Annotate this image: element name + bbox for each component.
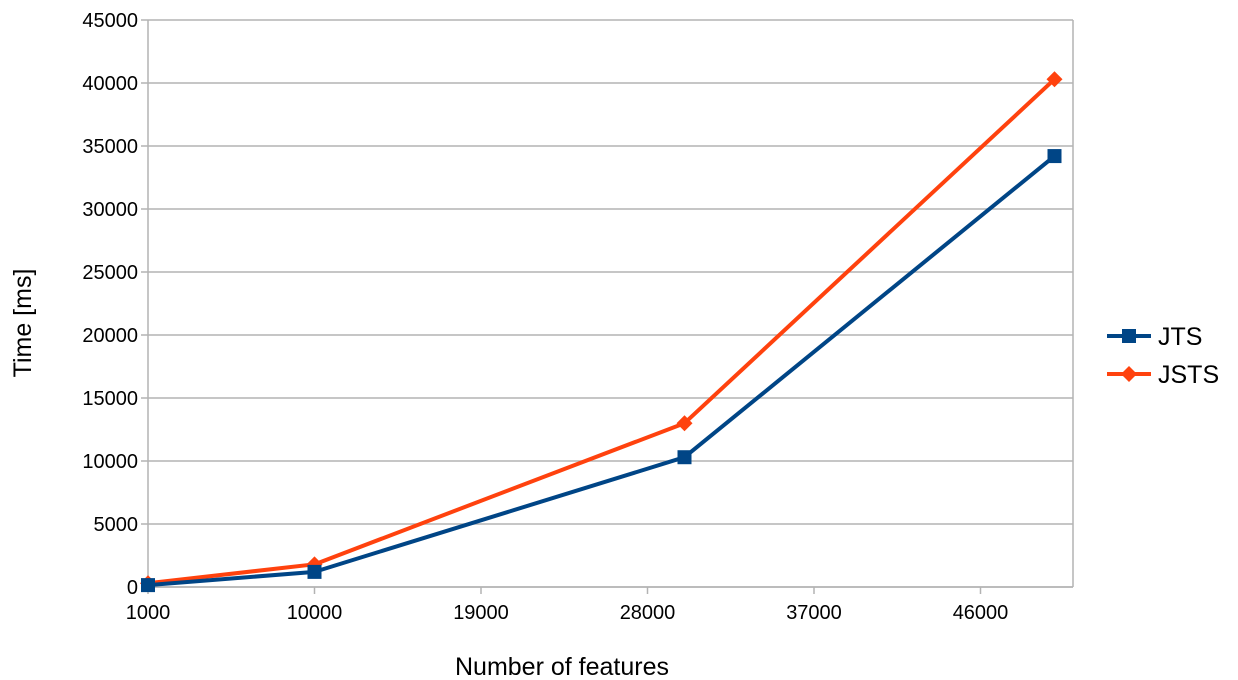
- x-axis-title: Number of features: [455, 653, 669, 680]
- data-point-marker: [676, 415, 693, 432]
- y-axis-title: Time [ms]: [9, 269, 37, 378]
- x-axis-ticks: 1000 10000 19000 28000 37000 46000: [126, 587, 1009, 624]
- y-tick-label: 30000: [82, 199, 138, 221]
- series-jsts: [140, 71, 1063, 592]
- legend-swatch-marker: [1121, 366, 1137, 382]
- x-tick-label: 28000: [620, 602, 676, 624]
- grid-lines: [148, 19, 1073, 588]
- y-tick-label: 15000: [82, 388, 138, 410]
- legend-item: JSTS: [1107, 361, 1219, 389]
- x-tick-label: 10000: [287, 602, 343, 624]
- legend-item: JTS: [1107, 323, 1202, 351]
- data-point-marker: [307, 564, 322, 579]
- series-line: [147, 154, 1056, 588]
- y-tick-label: 0: [127, 577, 138, 599]
- plot-area-frame: [147, 20, 1074, 588]
- y-tick-label: 45000: [82, 10, 138, 32]
- legend-label: JSTS: [1158, 361, 1219, 389]
- data-point-marker: [677, 450, 692, 465]
- y-tick-label: 35000: [82, 136, 138, 158]
- series-jts: [141, 149, 1062, 593]
- y-tick-label: 10000: [82, 451, 138, 473]
- data-point-marker: [1046, 71, 1063, 88]
- legend-label: JTS: [1158, 323, 1202, 351]
- x-tick-label: 37000: [786, 602, 842, 624]
- series-lines: [140, 71, 1063, 593]
- x-tick-label: 46000: [953, 602, 1009, 624]
- series-line: [147, 77, 1056, 586]
- y-tick-label: 20000: [82, 325, 138, 347]
- y-tick-label: 40000: [82, 73, 138, 95]
- legend-swatch-marker: [1122, 329, 1136, 343]
- y-tick-label: 25000: [82, 262, 138, 284]
- x-tick-label: 1000: [126, 602, 171, 624]
- legend: JTS JSTS: [1107, 323, 1219, 389]
- x-tick-label: 19000: [453, 602, 509, 624]
- y-axis-ticks: 0 5000 10000 15000 20000 25000 30000 35000 40000…: [82, 10, 148, 599]
- data-point-marker: [1047, 149, 1062, 164]
- y-tick-label: 5000: [94, 514, 139, 536]
- data-point-marker: [141, 578, 155, 593]
